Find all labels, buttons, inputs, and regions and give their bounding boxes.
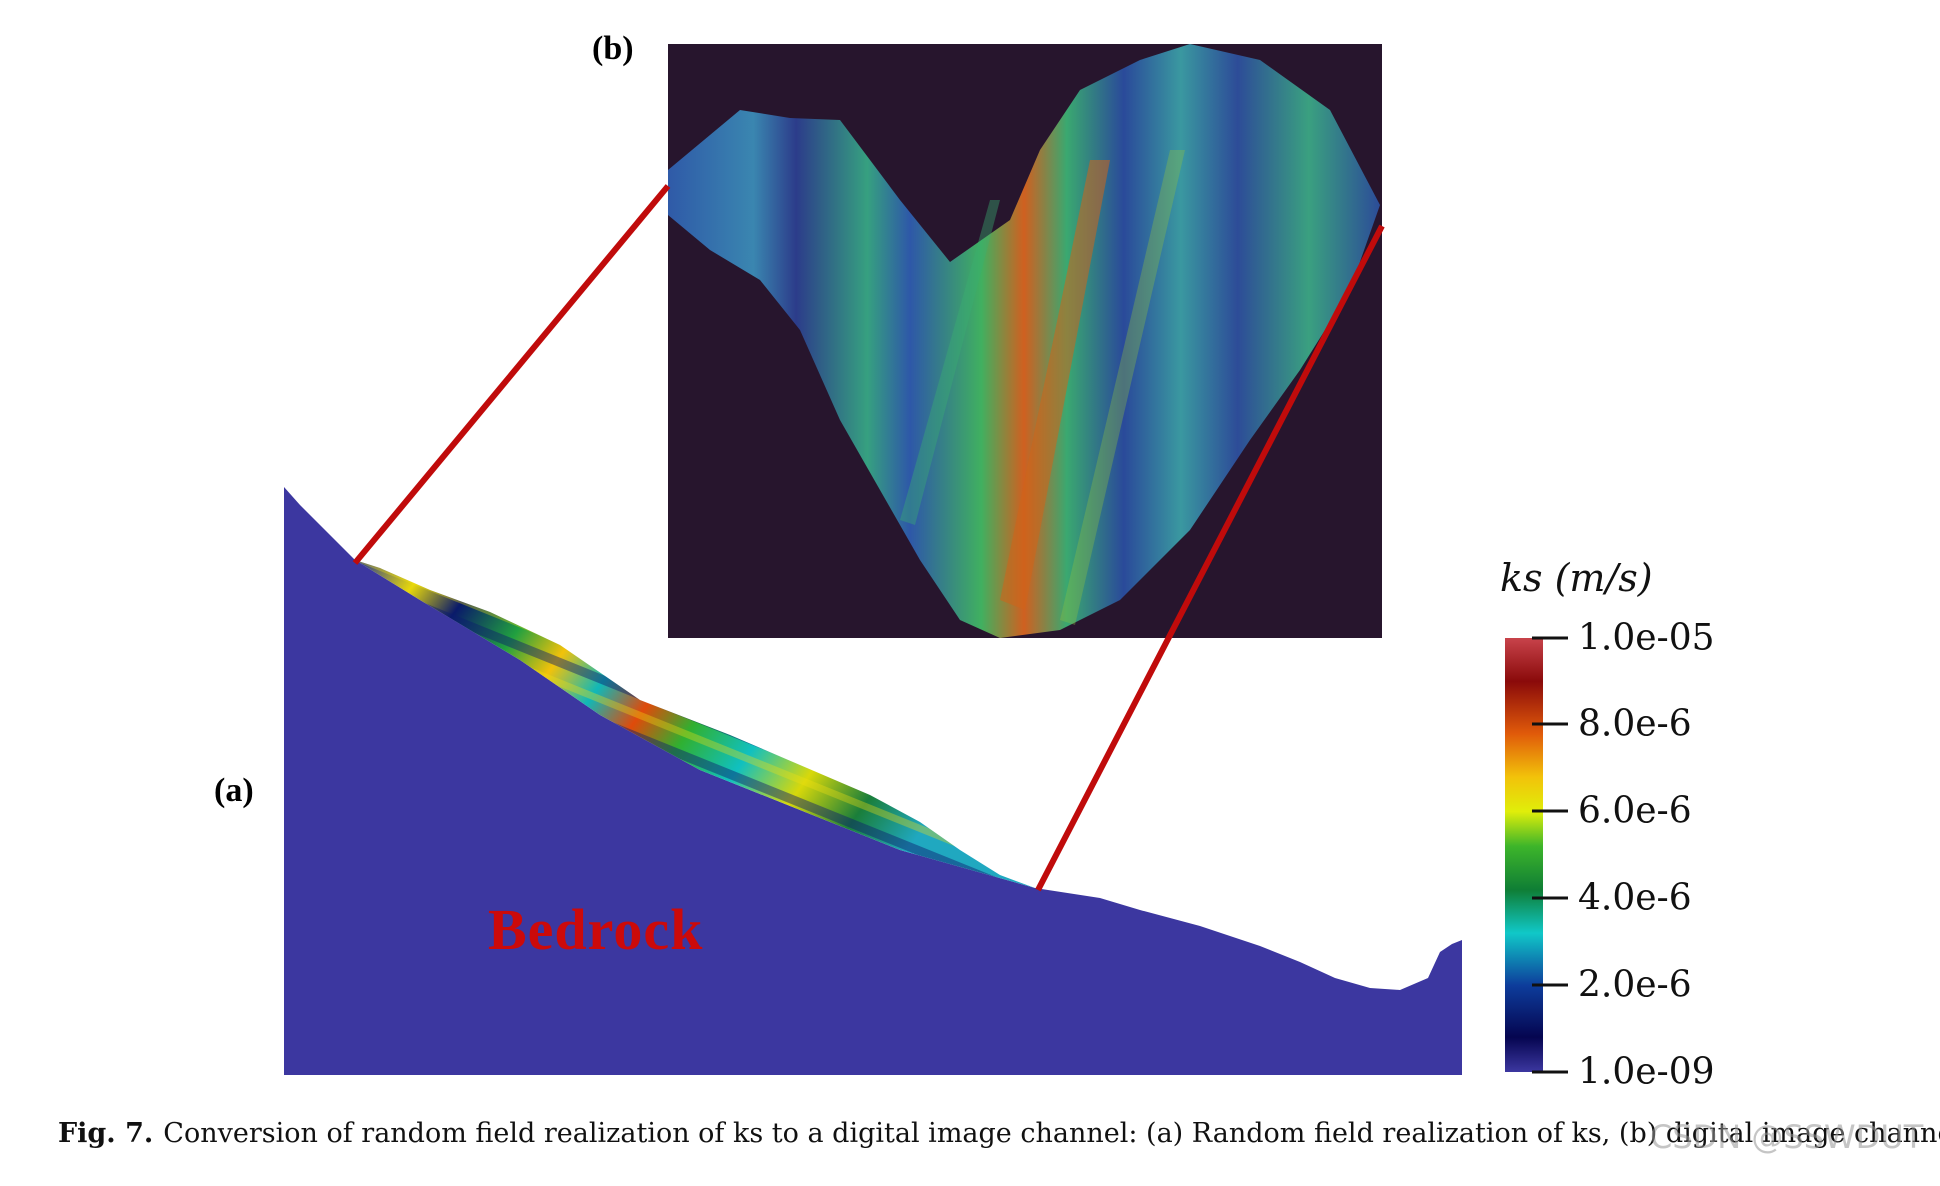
panel-label-a: (a)	[214, 772, 254, 809]
connector-line-left	[352, 184, 671, 565]
watermark: CSDN @SSWDUT	[1650, 1118, 1924, 1156]
colorbar	[1505, 638, 1543, 1072]
caption-text: Conversion of random field realization o…	[163, 1118, 1940, 1149]
colorbar-ticks	[1532, 636, 1568, 1074]
bedrock-label: Bedrock	[488, 897, 704, 962]
colorbar-tick-label: 4.0e-6	[1578, 877, 1692, 919]
colorbar-title: ks (m/s)	[1500, 556, 1653, 600]
random-field-texture	[355, 560, 1035, 888]
figure-caption: Fig. 7. Conversion of random field realiz…	[58, 1118, 1940, 1149]
colorbar-tick-label: 8.0e-6	[1578, 703, 1692, 745]
zoom-field	[668, 44, 1380, 638]
bedrock-domain	[284, 487, 1462, 1075]
colorbar-tick-label: 2.0e-6	[1578, 964, 1692, 1006]
colorbar-tick-label: 1.0e-09	[1578, 1051, 1715, 1093]
panel-label-b: (b)	[592, 30, 634, 67]
colorbar-tick-label: 6.0e-6	[1578, 790, 1692, 832]
colorbar-tick-label: 1.0e-05	[1578, 617, 1715, 659]
figure-number: Fig. 7.	[58, 1118, 154, 1149]
connector-line-right	[1035, 224, 1385, 892]
